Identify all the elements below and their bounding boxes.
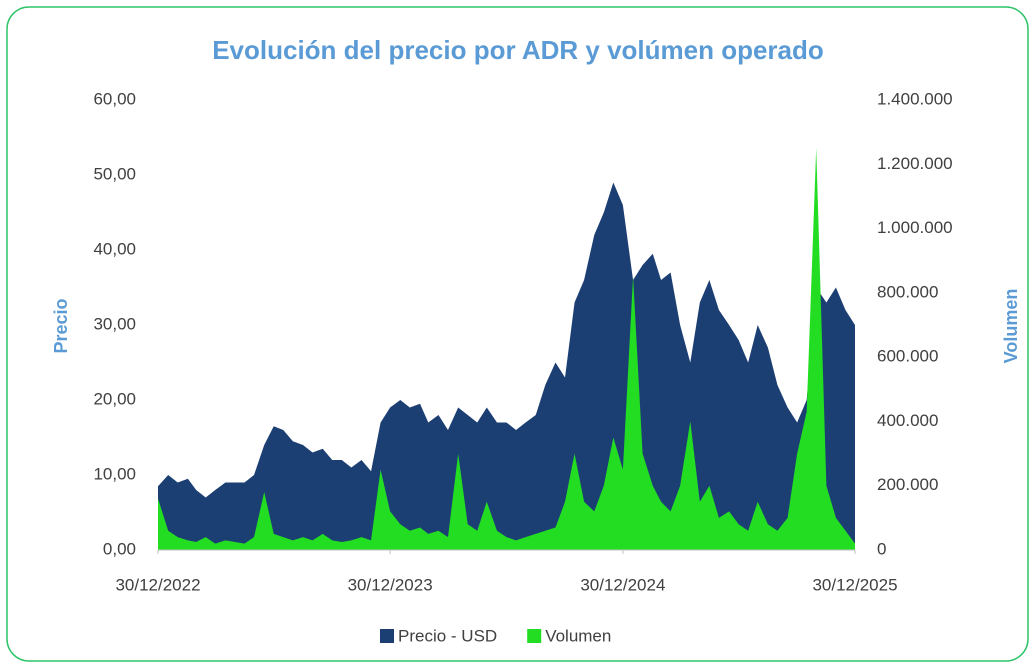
y-tick-label: 50,00	[93, 164, 136, 183]
y-tick-label: 60,00	[93, 89, 136, 108]
legend-label: Volumen	[545, 626, 611, 645]
y2-tick-label: 400.000	[877, 411, 938, 430]
y-tick-label: 40,00	[93, 239, 136, 258]
legend-swatch	[380, 629, 394, 643]
x-tick-label: 30/12/2023	[348, 575, 433, 594]
y-tick-label: 30,00	[93, 314, 136, 333]
legend-swatch	[527, 629, 542, 643]
y-axis-title: Precio	[51, 298, 71, 353]
y-tick-label: 10,00	[93, 464, 136, 483]
card	[6, 6, 1029, 662]
x-tick-label: 30/12/2024	[580, 575, 665, 594]
legend-label: Precio - USD	[398, 626, 497, 645]
area	[158, 182, 855, 550]
y2-tick-label: 0	[877, 539, 886, 558]
y2-tick-label: 1.400.000	[877, 89, 953, 108]
y2-axis-title: Volumen	[1001, 289, 1021, 364]
y2-tick-label: 200.000	[877, 475, 938, 494]
y2-tick-label: 800.000	[877, 282, 938, 301]
x-tick-label: 30/12/2022	[115, 575, 200, 594]
y-tick-label: 20,00	[93, 389, 136, 408]
x-tick-label: 30/12/2025	[812, 575, 897, 594]
chart-title: Evolución del precio por ADR y volúmen o…	[212, 35, 824, 65]
y2-tick-label: 1.200.000	[877, 154, 953, 173]
y-tick-label: 0,00	[103, 539, 136, 558]
y2-tick-label: 1.000.000	[877, 218, 953, 237]
y2-tick-label: 600.000	[877, 347, 938, 366]
